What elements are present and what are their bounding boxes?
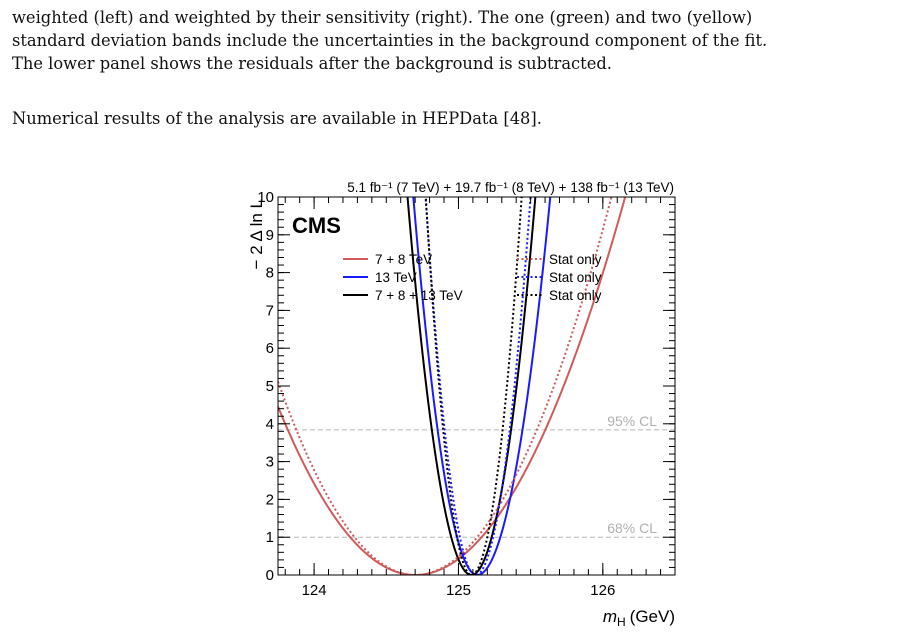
x-axis-subscript: H	[617, 615, 626, 629]
y-tick-label-9: 9	[266, 227, 274, 244]
x-tick-label-1: 125	[446, 582, 471, 599]
reference-label-0: 95% CL	[607, 413, 657, 429]
y-tick-label-8: 8	[266, 265, 274, 282]
x-tick-label-0: 124	[302, 582, 327, 599]
y-tick-label-6: 6	[266, 340, 274, 357]
legend-stat-label-1: Stat only	[549, 270, 602, 285]
series-curve-3	[278, 197, 613, 575]
x-axis-unit: (GeV)	[630, 607, 675, 626]
y-tick-label-1: 1	[266, 529, 274, 546]
x-axis-symbol: m	[603, 607, 617, 626]
y-tick-label-5: 5	[266, 378, 274, 395]
y-tick-label-0: 0	[266, 567, 274, 584]
legend-stat-label-0: Stat only	[549, 252, 602, 267]
x-axis-label: mH (GeV)	[603, 607, 675, 629]
plot-frame	[277, 196, 676, 576]
y-axis-label: − 2 Δ ln L	[247, 199, 266, 269]
y-tick-label-4: 4	[266, 416, 274, 433]
axis-ticks-layer: 0 1 2 3 4 5 6 7 8 9 10 124 125 126	[257, 189, 676, 599]
legend-label-0: 7 + 8 TeV	[375, 252, 432, 267]
legend-stat-label-2: Stat only	[549, 288, 602, 303]
y-tick-label-7: 7	[266, 302, 274, 319]
legend-label-1: 13 TeV	[375, 270, 417, 285]
legend: 7 + 8 TeV 13 TeV 7 + 8 + 13 TeV Stat only St…	[343, 252, 602, 303]
series-curve-5	[424, 197, 523, 575]
figure-caption: weighted (left) and weighted by their se…	[12, 6, 908, 75]
caption-line-1: weighted (left) and weighted by their se…	[12, 8, 753, 27]
y-tick-label-10: 10	[257, 189, 274, 206]
y-tick-label-3: 3	[266, 454, 274, 471]
reference-label-1: 68% CL	[607, 520, 657, 536]
cms-label: CMS	[292, 213, 341, 238]
hepdata-paragraph: Numerical results of the analysis are av…	[12, 109, 542, 128]
y-tick-label-2: 2	[266, 491, 274, 508]
series-curve-0	[278, 197, 627, 575]
x-tick-label-2: 126	[590, 582, 615, 599]
caption-line-2: standard deviation bands include the unc…	[12, 31, 768, 50]
legend-label-2: 7 + 8 + 13 TeV	[375, 288, 463, 303]
caption-line-3: The lower panel shows the residuals afte…	[12, 54, 612, 73]
reference-lines-layer: 95% CL 68% CL	[278, 413, 675, 538]
chart-title: 5.1 fb⁻¹ (7 TeV) + 19.7 fb⁻¹ (8 TeV) + 1…	[347, 180, 674, 195]
